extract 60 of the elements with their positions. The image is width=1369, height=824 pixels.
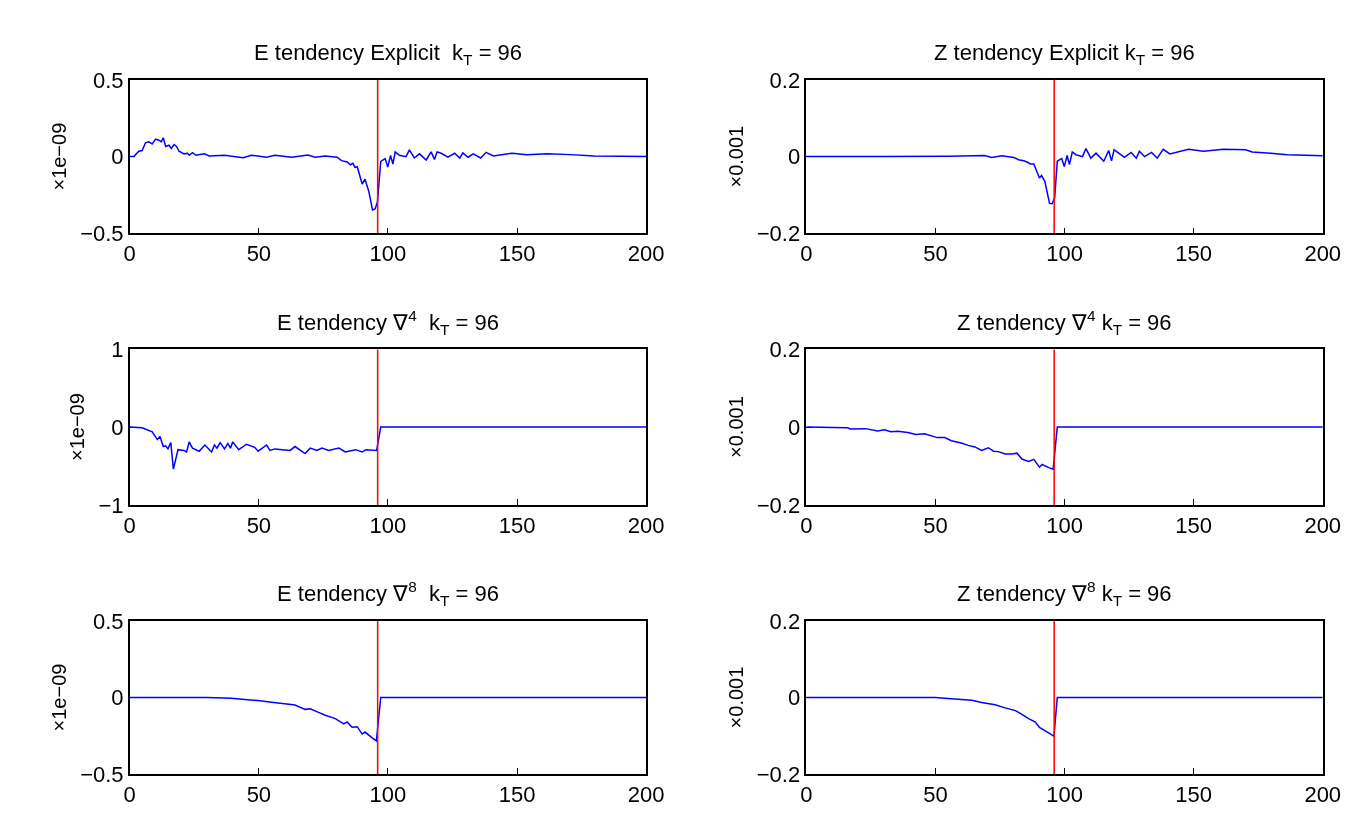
line-series [129, 426, 647, 470]
x-tick-label: 150 [1175, 782, 1212, 808]
y-tick-label: −0.2 [756, 761, 801, 787]
x-tick-label: 100 [369, 782, 407, 808]
y-tick-label: 0.2 [769, 336, 801, 362]
x-tick-label: 50 [923, 241, 948, 267]
y-axis-title: ×0.001 [724, 125, 747, 188]
y-tick-label: −0.2 [756, 492, 801, 518]
y-tick-label: 0.2 [769, 608, 801, 634]
line-series [129, 696, 647, 742]
y-tick-label: 0 [111, 414, 124, 440]
y-tick-label: 0 [111, 685, 124, 711]
chart-title: Z tendency ∇$^{4}$ k$_{T}$ = 96 [957, 307, 1172, 338]
y-tick-label: −1 [98, 492, 124, 518]
y-tick-label: −0.5 [80, 761, 124, 787]
y-axis-title: ×0.001 [724, 396, 747, 458]
chart-title: Z tendency Explicit k$_{T}$ = 96 [934, 40, 1195, 68]
y-axis-title: ×0.001 [724, 666, 747, 729]
y-tick-label: −0.2 [756, 221, 801, 247]
x-tick-label: 100 [1046, 782, 1083, 808]
y-tick-label: 0.2 [769, 67, 801, 93]
x-tick-label: 100 [1046, 241, 1083, 267]
y-axis-title: ×1e−09 [48, 122, 71, 191]
x-tick-label: 200 [627, 782, 665, 808]
y-tick-label: −0.5 [80, 221, 124, 247]
y-tick-label: 0 [787, 414, 801, 440]
y-tick-label: 0.5 [93, 67, 124, 93]
y-axis-title: ×1e−09 [48, 663, 71, 732]
line-series [806, 696, 1323, 738]
x-tick-label: 50 [246, 513, 272, 539]
chart-title: E tendency Explicit k$_{T}$ = 96 [254, 40, 523, 68]
y-tick-label: 0 [787, 144, 801, 170]
chart-title: E tendency ∇$^{8}$ k$_{T}$ = 96 [277, 578, 499, 609]
x-tick-label: 200 [627, 241, 665, 267]
x-tick-label: 100 [369, 513, 407, 539]
x-tick-label: 100 [369, 241, 407, 267]
y-axis-title: ×1e−09 [66, 393, 89, 462]
chart-title: Z tendency ∇$^{8}$ k$_{T}$ = 96 [957, 578, 1172, 609]
x-tick-label: 150 [1175, 241, 1212, 267]
x-tick-label: 200 [1304, 782, 1342, 808]
y-tick-label: 1 [111, 336, 124, 362]
x-tick-label: 50 [246, 782, 272, 808]
line-series [129, 137, 647, 211]
x-tick-label: 150 [1175, 513, 1212, 539]
x-tick-label: 50 [923, 513, 948, 539]
x-tick-label: 100 [1046, 513, 1083, 539]
x-tick-label: 200 [1304, 513, 1342, 539]
chart-title: E tendency ∇$^{4}$ k$_{T}$ = 96 [277, 307, 499, 338]
x-tick-label: 150 [498, 513, 536, 539]
y-tick-label: 0.5 [93, 608, 124, 634]
line-series [806, 426, 1323, 470]
x-tick-label: 50 [923, 782, 948, 808]
x-tick-label: 200 [1304, 241, 1342, 267]
x-tick-label: 50 [246, 241, 272, 267]
y-tick-label: 0 [787, 685, 801, 711]
y-tick-label: 0 [111, 144, 124, 170]
line-series [806, 147, 1323, 205]
x-tick-label: 150 [498, 782, 536, 808]
x-tick-label: 200 [627, 513, 665, 539]
x-tick-label: 150 [498, 241, 536, 267]
